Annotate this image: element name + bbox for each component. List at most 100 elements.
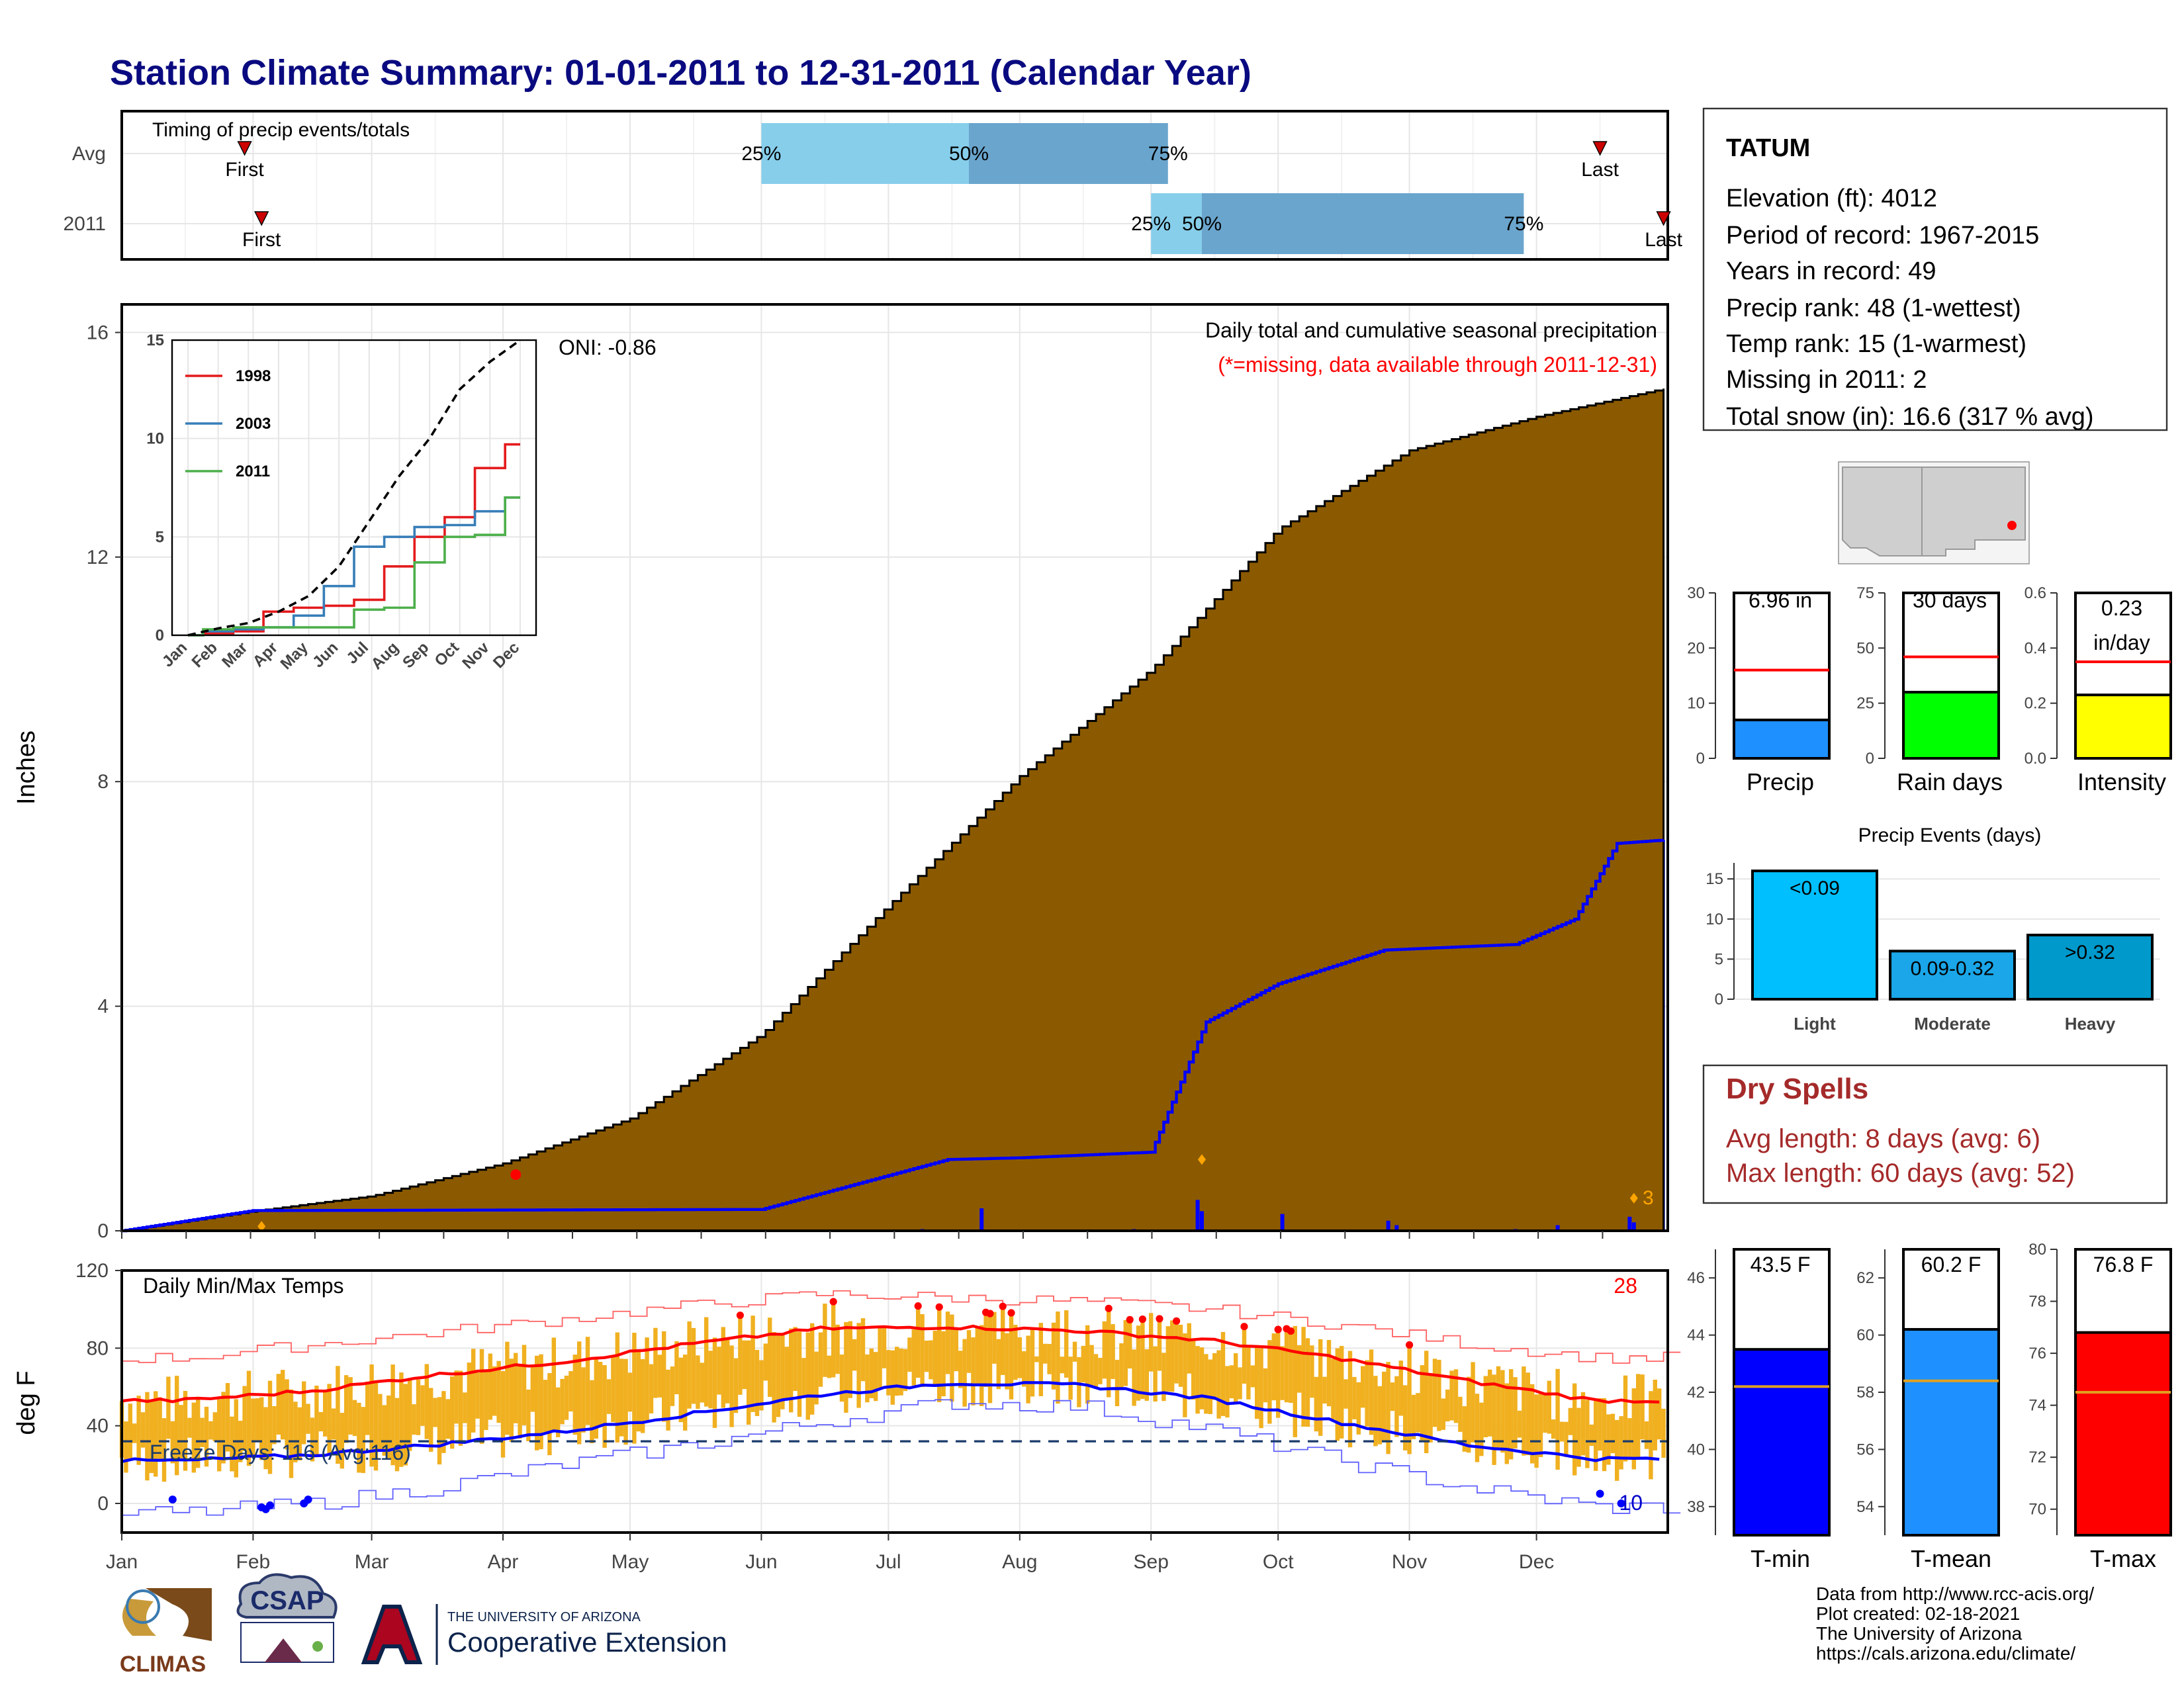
daily-temp-range-bar [420, 1385, 425, 1426]
daily-temp-range-bar [1547, 1380, 1551, 1434]
daily-temp-range-bar [572, 1355, 577, 1435]
rain-days-xlabel: Rain days [1897, 768, 2003, 795]
daily-temp-range-bar [450, 1376, 455, 1449]
daily-temp-range-bar [124, 1421, 128, 1473]
daily-precip-bar [1555, 1225, 1560, 1231]
events-category-label: Moderate [1914, 1014, 1991, 1034]
temp-ytick-label: 120 [75, 1260, 109, 1282]
tmax-tick-label: 72 [2028, 1449, 2046, 1466]
station-name: TATUM [1726, 134, 1810, 162]
daily-temp-range-bar [1538, 1392, 1543, 1457]
ua-small-text: THE UNIVERSITY OF ARIZONA [447, 1610, 641, 1625]
daily-temp-range-bar [1136, 1325, 1141, 1401]
temp-panel-label: Daily Min/Max Temps [143, 1274, 343, 1298]
daily-temp-range-bar [1183, 1333, 1187, 1417]
daily-temp-range-bar [623, 1359, 628, 1445]
month-label-Jun: Jun [745, 1551, 777, 1573]
daily-temp-range-bar [636, 1349, 641, 1432]
precip-total-tick-label: 20 [1687, 639, 1705, 657]
events-bar-light [1751, 869, 1878, 1001]
daily-temp-range-bar [662, 1331, 666, 1422]
daily-temp-range-bar [1398, 1360, 1403, 1416]
daily-temp-range-bar [200, 1417, 205, 1447]
daily-temp-range-bar [445, 1399, 450, 1439]
daily-temp-range-bar [1475, 1394, 1480, 1462]
daily-temp-range-bar [467, 1362, 471, 1442]
daily-temp-range-bar [1347, 1351, 1353, 1448]
daily-temp-range-bar [556, 1387, 561, 1437]
daily-temp-range-bar [666, 1369, 670, 1431]
rain-days-tick-label: 25 [1856, 695, 1874, 713]
daily-temp-range-bar [1428, 1374, 1433, 1443]
daily-temp-range-bar [196, 1396, 201, 1468]
daily-temp-range-bar [933, 1330, 937, 1386]
record-high-dot [1007, 1309, 1015, 1317]
precip-ytick-label: 0 [97, 1220, 109, 1242]
month-label-Sep: Sep [1134, 1551, 1169, 1573]
daily-temp-range-bar [1204, 1354, 1208, 1414]
precip-panel: 0 4 8 12 16 Daily total and cumulative seaso… [13, 303, 1669, 1242]
daily-temp-range-bar [585, 1337, 590, 1425]
daily-temp-range-bar [1500, 1370, 1505, 1453]
daily-temp-range-bar [471, 1349, 476, 1433]
temp-ytick-label: 80 [87, 1337, 109, 1359]
tmin-xlabel: T-min [1751, 1545, 1810, 1572]
daily-temp-range-bar [1467, 1376, 1471, 1453]
timing-frame [120, 110, 1669, 261]
intensity-unit-label: in/day [2093, 631, 2150, 654]
daily-temp-range-bar [357, 1402, 361, 1473]
month-label-Jan: Jan [106, 1551, 138, 1573]
daily-temp-range-bar [1606, 1414, 1611, 1465]
precip-y-axis-label: Inches [13, 731, 40, 805]
daily-temp-range-bar [1276, 1329, 1281, 1418]
daily-temp-range-bar [1644, 1421, 1649, 1449]
climas-logo: CLIMAS [120, 1588, 212, 1677]
daily-temp-range-bar [327, 1384, 332, 1455]
daily-temp-range-bar [1394, 1376, 1399, 1437]
csap-logo: CSAP [236, 1573, 338, 1663]
daily-temp-range-bar [1026, 1335, 1030, 1404]
tmax-bar [2074, 1331, 2172, 1537]
daily-temp-range-bar [387, 1395, 391, 1458]
daily-temp-range-bar [183, 1390, 188, 1471]
record-high-dot [986, 1310, 994, 1317]
daily-temp-range-bar [1559, 1421, 1565, 1442]
daily-temp-range-bar [179, 1405, 183, 1458]
daily-temp-range-bar [212, 1412, 217, 1442]
daily-temp-range-bar [827, 1355, 831, 1378]
daily-temp-range-bar [1280, 1346, 1285, 1400]
daily-temp-range-bar [1598, 1398, 1602, 1451]
timing-last-marker [1592, 141, 1608, 156]
daily-temp-range-bar [352, 1400, 357, 1437]
daily-temp-range-bar [801, 1358, 806, 1398]
daily-temp-range-bar [1009, 1313, 1014, 1400]
daily-temp-range-bar [1471, 1362, 1475, 1443]
daily-temp-range-bar [382, 1405, 387, 1456]
events-bar-label: 0.09-0.32 [1911, 958, 1995, 979]
daily-temp-range-bar [810, 1323, 815, 1415]
record-high-dot [1126, 1315, 1134, 1323]
daily-temp-range-bar [674, 1341, 679, 1394]
events-category-label: Heavy [2065, 1014, 2116, 1034]
precip-total-tick-label: 0 [1696, 750, 1705, 768]
daily-temp-range-bar [1271, 1333, 1276, 1401]
month-label-Feb: Feb [236, 1551, 271, 1573]
timing-label: Timing of precip events/totals [152, 119, 410, 141]
daily-temp-range-bar [754, 1350, 760, 1416]
daily-temp-range-bar [1437, 1359, 1441, 1431]
daily-temp-range-bar [882, 1326, 887, 1368]
daily-temp-range-bar [1259, 1348, 1263, 1429]
daily-temp-range-bar [814, 1351, 819, 1405]
timing-last-label: Last [1645, 229, 1682, 251]
daily-temp-range-bar [975, 1327, 979, 1386]
daily-temp-range-bar [700, 1362, 704, 1403]
daily-precip-bar [1631, 1222, 1636, 1231]
tmax-tick-label: 70 [2028, 1501, 2046, 1519]
daily-temp-range-bar [772, 1332, 776, 1423]
daily-temp-range-bar [1314, 1376, 1318, 1432]
tmean-tick-label: 62 [1856, 1269, 1874, 1287]
footer-credits: Data from http://www.rcc-acis.org/ Plot … [1816, 1583, 2094, 1664]
daily-temp-range-bar [1551, 1419, 1556, 1439]
events-category-label: Light [1794, 1014, 1836, 1034]
timing-row-avg: Avg [72, 143, 106, 165]
